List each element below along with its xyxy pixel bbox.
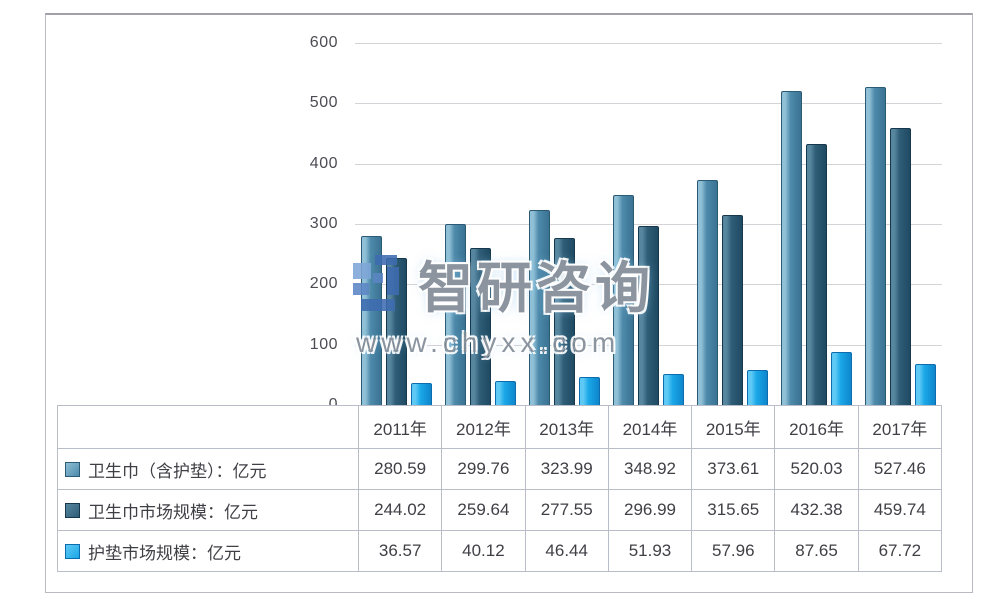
legend-label: 卫生巾市场规模：亿元	[88, 502, 258, 522]
bar-series2-2011年	[386, 257, 408, 405]
table-row: 护垫市场规模：亿元 36.57 40.12 46.44 51.93 57.96 87.65 6…	[57, 530, 943, 572]
bar-group-2015年	[690, 43, 774, 405]
value-cell: 57.96	[691, 530, 776, 572]
value-cell: 36.57	[357, 530, 443, 572]
legend-label: 卫生巾（含护垫）：亿元	[88, 461, 267, 481]
bar-group-2014年	[607, 43, 691, 405]
legend-swatch	[65, 461, 80, 477]
value-cell: 277.55	[524, 489, 609, 531]
y-axis-label: 500	[309, 94, 338, 112]
bar-series3-2011年	[411, 382, 433, 405]
bar-series1-2014年	[612, 194, 634, 405]
value-cell: 244.02	[357, 489, 443, 531]
bar-series3-2012年	[495, 380, 517, 405]
value-cell: 459.74	[857, 489, 943, 531]
year-header-cell: 2014年	[607, 405, 693, 449]
plot-area	[355, 43, 942, 405]
value-cell: 299.76	[441, 448, 526, 490]
legend-swatch	[65, 543, 80, 559]
year-header-cell: 2011年	[357, 405, 443, 449]
bar-series3-2016年	[830, 352, 852, 405]
y-axis-label: 200	[309, 275, 338, 293]
gridline	[355, 163, 942, 165]
y-axis-label: 400	[309, 154, 338, 172]
year-header-cell: 2015年	[691, 405, 776, 449]
value-cell: 296.99	[607, 489, 693, 531]
bar-series1-2017年	[864, 86, 886, 405]
bar-group-2013年	[523, 43, 607, 405]
legend-cell: 护垫市场规模：亿元	[57, 530, 359, 572]
value-cell: 323.99	[524, 448, 609, 490]
value-cell: 259.64	[441, 489, 526, 531]
bar-group-2012年	[439, 43, 523, 405]
value-cell: 348.92	[607, 448, 693, 490]
year-header-cell: 2013年	[524, 405, 609, 449]
value-cell: 280.59	[357, 448, 443, 490]
value-cell: 51.93	[607, 530, 693, 572]
bar-group-2011年	[355, 43, 439, 405]
bar-series3-2017年	[914, 364, 936, 405]
bar-group-2017年	[858, 43, 942, 405]
y-axis-label: 600	[309, 34, 338, 51]
table-row: 卫生巾（含护垫）：亿元 280.59 299.76 323.99 348.92 373.6…	[57, 448, 943, 490]
y-axis-label: 100	[309, 335, 338, 353]
table-row: 卫生巾市场规模：亿元 244.02 259.64 277.55 296.99 315.65…	[57, 489, 943, 531]
bar-series3-2015年	[746, 370, 768, 405]
table-corner	[57, 405, 359, 449]
gridline	[355, 43, 942, 44]
year-header-cell: 2016年	[774, 405, 859, 449]
legend-label: 护垫市场规模：亿元	[88, 543, 241, 563]
y-axis: 600 500 400 300 200 100 0	[250, 34, 338, 413]
bar-series1-2012年	[445, 224, 467, 405]
value-cell: 373.61	[691, 448, 776, 490]
bar-series1-2011年	[361, 235, 383, 405]
gridline	[355, 103, 942, 105]
bar-series2-2014年	[637, 225, 659, 405]
value-cell: 46.44	[524, 530, 609, 572]
value-cell: 527.46	[857, 448, 943, 490]
gridline	[355, 224, 942, 225]
bar-series2-2016年	[805, 144, 827, 405]
bar-group-2016年	[774, 43, 858, 405]
legend-swatch	[65, 502, 80, 518]
value-cell: 315.65	[691, 489, 776, 531]
value-cell: 432.38	[774, 489, 859, 531]
bar-series3-2014年	[662, 373, 684, 405]
value-cell: 67.72	[857, 530, 943, 572]
bar-series2-2017年	[889, 127, 911, 405]
legend-cell: 卫生巾市场规模：亿元	[57, 489, 359, 531]
bar-series3-2013年	[579, 376, 601, 405]
bar-series1-2016年	[780, 91, 802, 405]
value-cell: 40.12	[441, 530, 526, 572]
bar-series2-2012年	[470, 248, 492, 405]
value-cell: 520.03	[774, 448, 859, 490]
y-axis-label: 0	[328, 396, 338, 413]
bar-series1-2015年	[696, 179, 718, 405]
data-table: 2011年 2012年 2013年 2014年 2015年 2016年 2017年 卫生巾（含…	[57, 405, 943, 572]
year-header-cell: 2012年	[441, 405, 526, 449]
value-cell: 87.65	[774, 530, 859, 572]
legend-cell: 卫生巾（含护垫）：亿元	[57, 448, 359, 490]
bar-series2-2015年	[721, 214, 743, 405]
year-header-cell: 2017年	[857, 405, 943, 449]
y-axis-label: 300	[309, 215, 338, 232]
bar-series1-2013年	[529, 209, 551, 405]
bar-series2-2013年	[554, 237, 576, 405]
